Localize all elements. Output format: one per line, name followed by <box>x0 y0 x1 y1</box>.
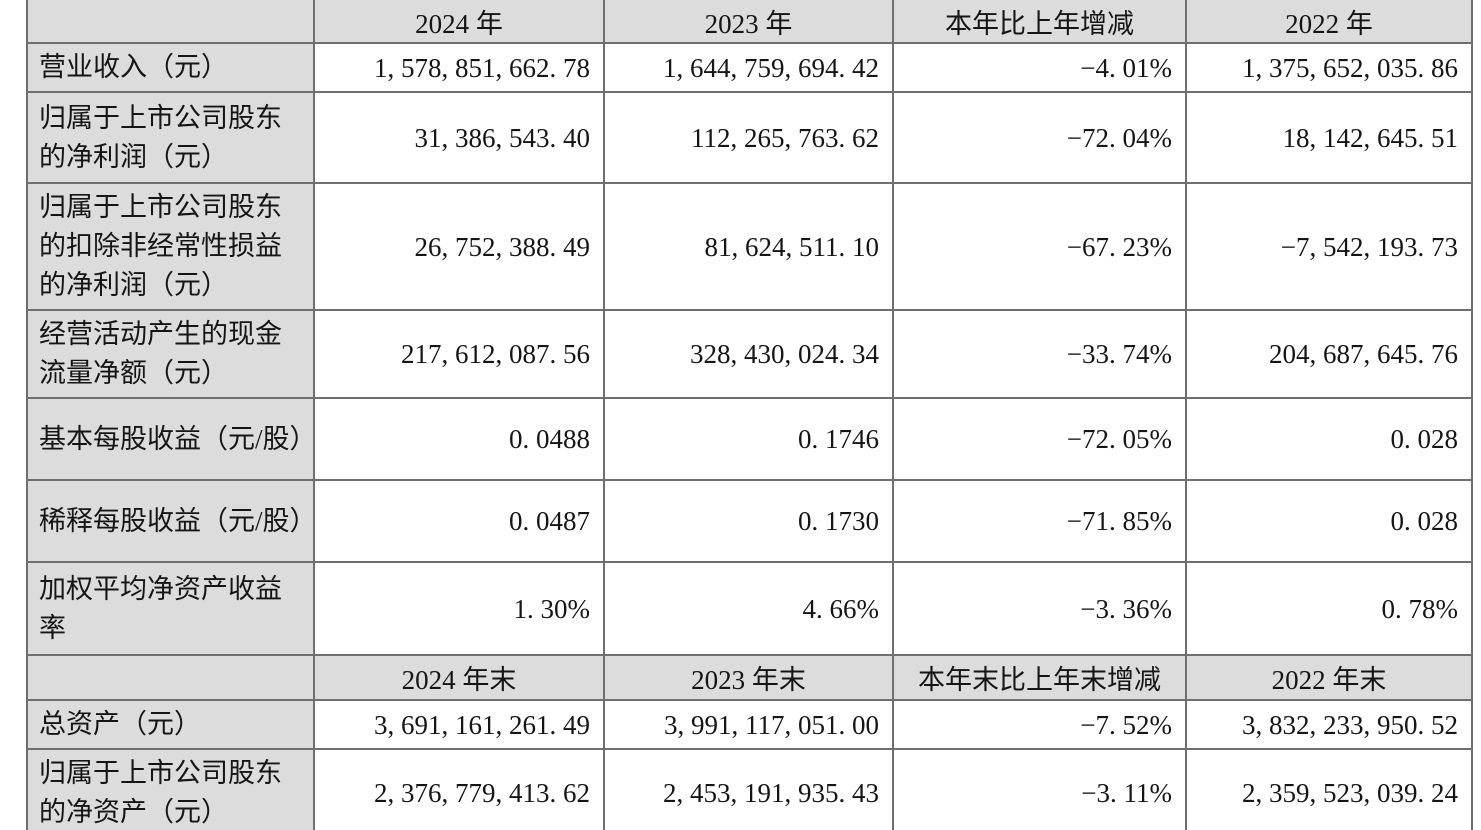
value-2023: 4. 66% <box>603 561 894 656</box>
header-2024-yearend: 2024 年末 <box>313 654 605 701</box>
value-2024: 26, 752, 388. 49 <box>313 182 605 311</box>
header-yoy-change: 本年比上年增减 <box>892 0 1187 44</box>
value-2022: 0. 028 <box>1185 397 1473 481</box>
value-2022: −7, 542, 193. 73 <box>1185 182 1473 311</box>
section1-header-row: 2024 年 2023 年 本年比上年增减 2022 年 <box>26 0 1473 44</box>
row-weighted-avg-roe: 加权平均净资产收益率 1. 30% 4. 66% −3. 36% 0. 78% <box>26 561 1473 656</box>
row-label: 稀释每股收益（元/股） <box>26 479 315 563</box>
row-label: 基本每股收益（元/股） <box>26 397 315 481</box>
value-2024: 1. 30% <box>313 561 605 656</box>
value-2024: 0. 0487 <box>313 479 605 563</box>
header-2024: 2024 年 <box>313 0 605 44</box>
value-2023: 0. 1746 <box>603 397 894 481</box>
value-2022: 18, 142, 645. 51 <box>1185 91 1473 184</box>
header-2022-yearend: 2022 年末 <box>1185 654 1473 701</box>
value-change: −3. 36% <box>892 561 1187 656</box>
row-net-profit: 归属于上市公司股东的净利润（元） 31, 386, 543. 40 112, 2… <box>26 91 1473 184</box>
value-change: −7. 52% <box>892 699 1187 750</box>
value-2022: 2, 359, 523, 039. 24 <box>1185 748 1473 830</box>
value-2023: 1, 644, 759, 694. 42 <box>603 42 894 93</box>
value-change: −67. 23% <box>892 182 1187 311</box>
row-label: 归属于上市公司股东的净资产（元） <box>26 748 315 830</box>
section2-header-row: 2024 年末 2023 年末 本年末比上年末增减 2022 年末 <box>26 654 1473 701</box>
row-label: 营业收入（元） <box>26 42 315 93</box>
row-net-assets: 归属于上市公司股东的净资产（元） 2, 376, 779, 413. 62 2,… <box>26 748 1473 830</box>
value-2024: 1, 578, 851, 662. 78 <box>313 42 605 93</box>
value-change: −72. 04% <box>892 91 1187 184</box>
header-blank-cell <box>26 654 315 701</box>
value-2023: 0. 1730 <box>603 479 894 563</box>
row-label: 归属于上市公司股东的扣除非经常性损益的净利润（元） <box>26 182 315 311</box>
header-2022: 2022 年 <box>1185 0 1473 44</box>
header-2023: 2023 年 <box>603 0 894 44</box>
financial-summary-table: 2024 年 2023 年 本年比上年增减 2022 年 营业收入（元） 1, … <box>26 0 1473 830</box>
row-operating-cash-flow: 经营活动产生的现金流量净额（元） 217, 612, 087. 56 328, … <box>26 309 1473 399</box>
value-2022: 0. 78% <box>1185 561 1473 656</box>
value-2024: 0. 0488 <box>313 397 605 481</box>
row-total-assets: 总资产（元） 3, 691, 161, 261. 49 3, 991, 117,… <box>26 699 1473 750</box>
header-2023-yearend: 2023 年末 <box>603 654 894 701</box>
value-2022: 1, 375, 652, 035. 86 <box>1185 42 1473 93</box>
value-2022: 204, 687, 645. 76 <box>1185 309 1473 399</box>
value-2024: 3, 691, 161, 261. 49 <box>313 699 605 750</box>
value-2024: 217, 612, 087. 56 <box>313 309 605 399</box>
value-2023: 3, 991, 117, 051. 00 <box>603 699 894 750</box>
value-2024: 31, 386, 543. 40 <box>313 91 605 184</box>
header-blank-cell <box>26 0 315 44</box>
value-change: −72. 05% <box>892 397 1187 481</box>
value-change: −33. 74% <box>892 309 1187 399</box>
value-2023: 328, 430, 024. 34 <box>603 309 894 399</box>
value-2023: 2, 453, 191, 935. 43 <box>603 748 894 830</box>
value-2024: 2, 376, 779, 413. 62 <box>313 748 605 830</box>
value-change: −4. 01% <box>892 42 1187 93</box>
row-label: 总资产（元） <box>26 699 315 750</box>
row-net-profit-excl-nonrecurring: 归属于上市公司股东的扣除非经常性损益的净利润（元） 26, 752, 388. … <box>26 182 1473 311</box>
row-label: 归属于上市公司股东的净利润（元） <box>26 91 315 184</box>
value-2023: 112, 265, 763. 62 <box>603 91 894 184</box>
row-label: 加权平均净资产收益率 <box>26 561 315 656</box>
row-diluted-eps: 稀释每股收益（元/股） 0. 0487 0. 1730 −71. 85% 0. … <box>26 479 1473 563</box>
row-operating-revenue: 营业收入（元） 1, 578, 851, 662. 78 1, 644, 759… <box>26 42 1473 93</box>
value-2022: 3, 832, 233, 950. 52 <box>1185 699 1473 750</box>
row-basic-eps: 基本每股收益（元/股） 0. 0488 0. 1746 −72. 05% 0. … <box>26 397 1473 481</box>
value-2023: 81, 624, 511. 10 <box>603 182 894 311</box>
value-change: −3. 11% <box>892 748 1187 830</box>
row-label: 经营活动产生的现金流量净额（元） <box>26 309 315 399</box>
header-yearend-change: 本年末比上年末增减 <box>892 654 1187 701</box>
value-change: −71. 85% <box>892 479 1187 563</box>
value-2022: 0. 028 <box>1185 479 1473 563</box>
